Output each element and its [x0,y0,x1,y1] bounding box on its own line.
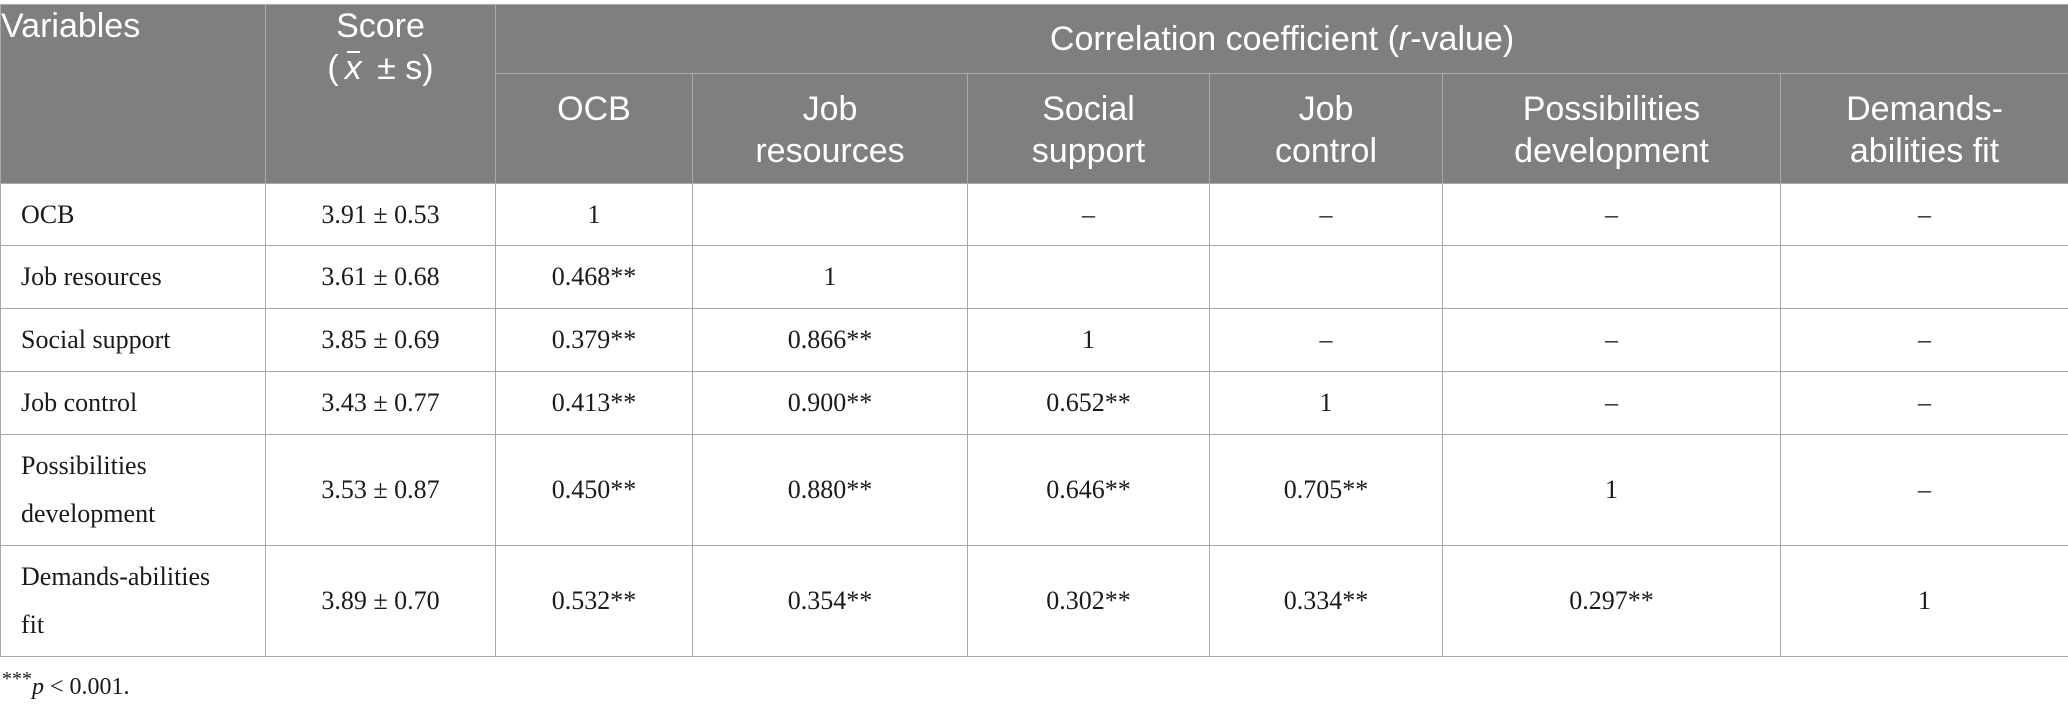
r-cell: 1 [692,245,968,309]
header-variables: Variables [0,4,266,184]
r-cell: 0.297** [1442,545,1781,657]
score-cell: 3.85 ± 0.69 [265,308,496,372]
r-cell: 1 [1779,545,2068,657]
r-cell: 0.354** [692,545,968,657]
correlation-table: Variables Score (x ± s) Correlation coef… [0,4,2068,657]
xbar-symbol: x [339,47,368,89]
r-cell: 0.652** [967,371,1210,435]
r-cell: 0.900** [692,371,968,435]
col-header-job-control: Job control [1209,73,1443,184]
r-cell [1779,245,2068,309]
r-cell: – [1209,308,1443,372]
r-cell: 1 [1442,434,1781,546]
col-header-demands-abilities-fit: Demands-abilities fit [1779,73,2068,184]
r-cell: 0.468** [495,245,693,309]
row-label: Job resources [0,245,266,309]
r-cell [1209,245,1443,309]
header-score-sub: (x ± s) [327,47,434,89]
r-cell: – [1779,434,2068,546]
r-cell: – [1779,371,2068,435]
header-score: Score (x ± s) [265,4,496,184]
col-header-ocb: OCB [495,73,693,184]
table-row: Demands-abilities fit 3.89 ± 0.70 0.532**… [0,545,2068,657]
r-cell: 0.880** [692,434,968,546]
table-row: Social support 3.85 ± 0.69 0.379** 0.866… [0,308,2068,372]
table-row: OCB 3.91 ± 0.53 1 – – – – [0,183,2068,246]
col-header-possibilities-development: Possibilities development [1442,73,1781,184]
r-cell: – [1779,183,2068,246]
r-cell: 0.334** [1209,545,1443,657]
r-cell: – [1442,371,1781,435]
score-cell: 3.89 ± 0.70 [265,545,496,657]
header-correlation-group: Correlation coefficient (r-value) [494,4,2068,74]
r-cell [692,183,968,246]
row-label: Job control [0,371,266,435]
r-cell: 0.532** [495,545,693,657]
col-header-job-resources: Job resources [692,73,968,184]
table-row: Possibilities development 3.53 ± 0.87 0.4… [0,434,2068,546]
r-cell: 0.379** [495,308,693,372]
r-cell: 0.705** [1209,434,1443,546]
score-cell: 3.43 ± 0.77 [265,371,496,435]
col-header-social-support: Social support [967,73,1210,184]
row-label: Possibilities development [0,434,266,546]
r-cell: – [1779,308,2068,372]
table-row: Job control 3.43 ± 0.77 0.413** 0.900** … [0,371,2068,435]
r-cell: 0.646** [967,434,1210,546]
row-label: Social support [0,308,266,372]
r-cell: 0.450** [495,434,693,546]
score-cell: 3.53 ± 0.87 [265,434,496,546]
table-row: Job resources 3.61 ± 0.68 0.468** 1 [0,245,2068,309]
r-cell: – [967,183,1210,246]
r-cell: 0.413** [495,371,693,435]
r-cell: 1 [495,183,693,246]
r-cell: 0.866** [692,308,968,372]
score-cell: 3.91 ± 0.53 [265,183,496,246]
header-score-label: Score [336,7,425,45]
r-cell: – [1442,183,1781,246]
r-cell: 1 [967,308,1210,372]
r-cell: – [1442,308,1781,372]
r-cell [967,245,1210,309]
table-footnote: ***p < 0.001. [2,668,130,700]
r-cell: 0.302** [967,545,1210,657]
r-cell [1442,245,1781,309]
score-cell: 3.61 ± 0.68 [265,245,496,309]
r-cell: 1 [1209,371,1443,435]
row-label: OCB [0,183,266,246]
r-cell: – [1209,183,1443,246]
row-label: Demands-abilities fit [0,545,266,657]
